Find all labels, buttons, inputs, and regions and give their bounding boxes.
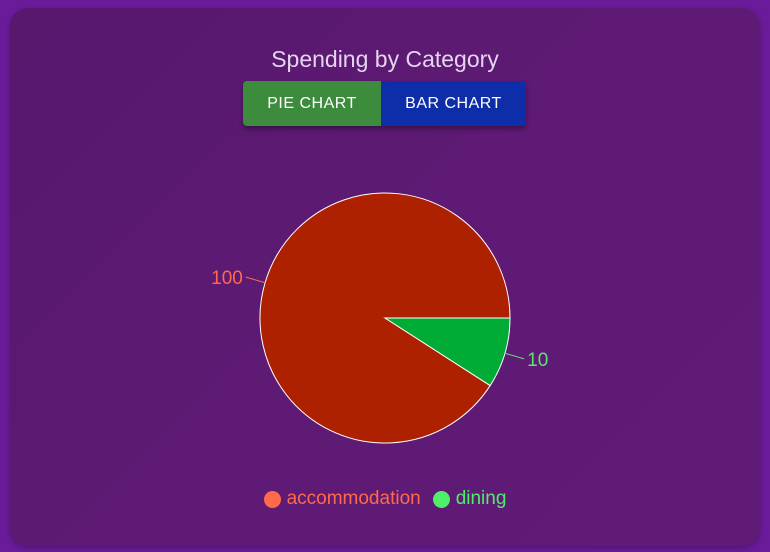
legend-item-accommodation[interactable]: accommodation [263,488,421,510]
legend-label-accommodation: accommodation [286,488,421,509]
chart-card: Spending by Category PIE CHART BAR CHART… [10,8,760,546]
legend-swatch-dining [432,490,450,508]
pie-chart-button[interactable]: PIE CHART [243,81,381,126]
chart-title: Spending by Category [271,46,499,72]
data-label-dining: 10 [527,350,548,371]
legend-label-dining: dining [455,488,507,509]
bar-chart-button[interactable]: BAR CHART [381,81,526,126]
legend-item-dining[interactable]: dining [432,488,507,510]
label-line-dining [504,352,525,360]
pie-chart: 100 10 [211,192,548,444]
data-label-accommodation: 100 [211,268,243,289]
label-line-accommodation [245,276,266,284]
chart-legend: accommodation dining [10,488,760,510]
legend-swatch-accommodation [263,490,281,508]
chart-type-toggle: PIE CHART BAR CHART [243,81,526,126]
